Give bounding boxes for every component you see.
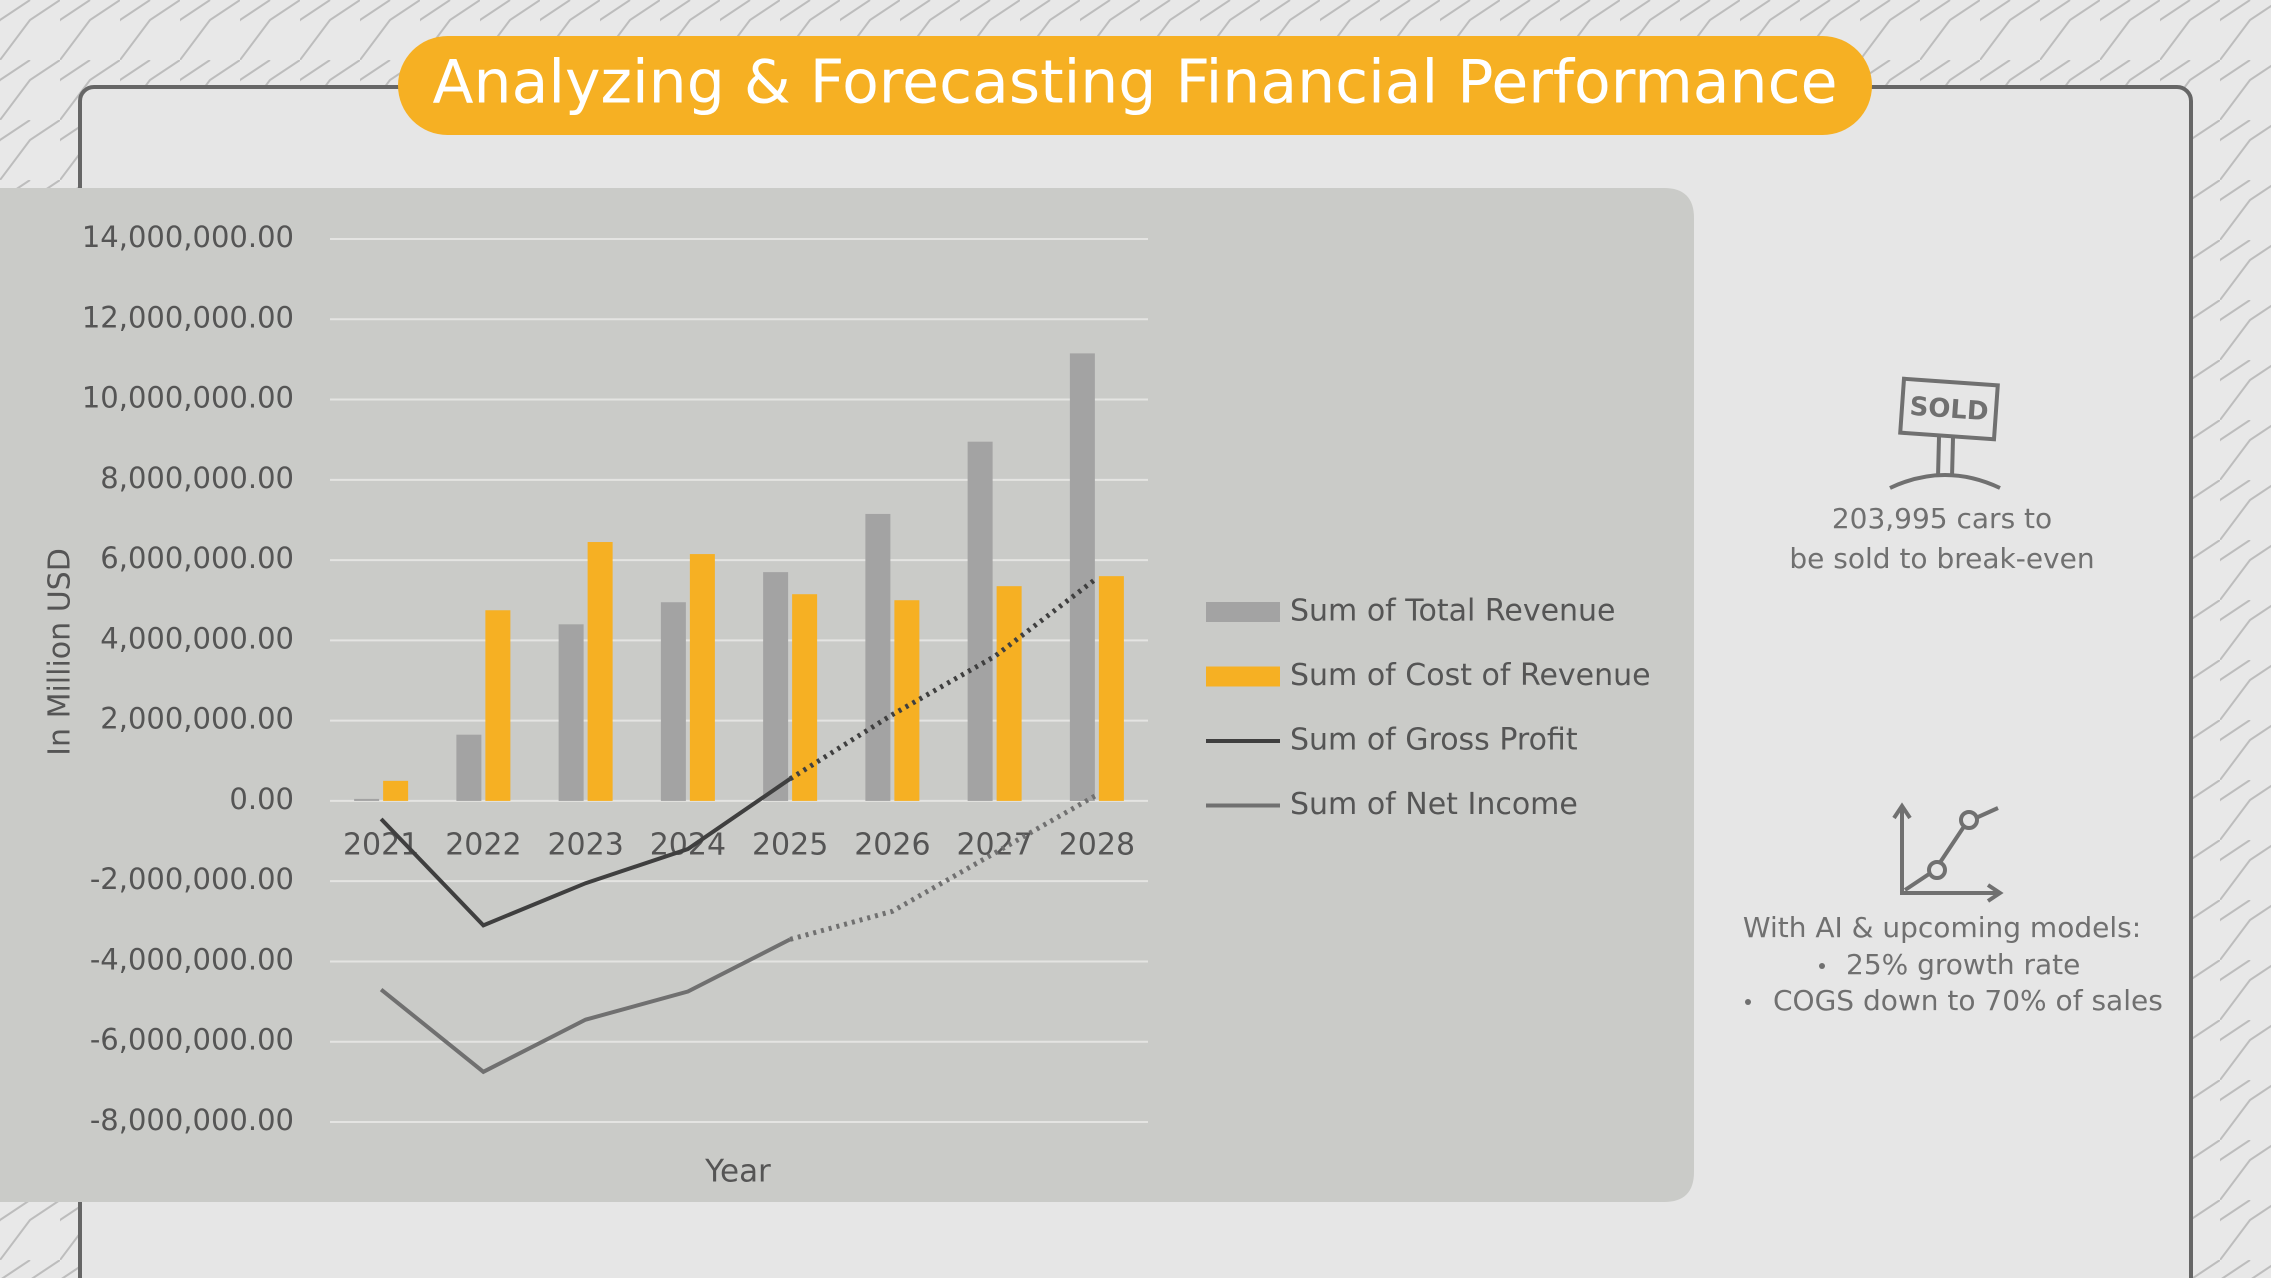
title: Analyzing & Forecasting Financial Perfor…: [433, 48, 1838, 118]
x-tick-label: 2028: [1059, 828, 1135, 863]
title-pill: [398, 36, 1872, 135]
y-tick-label: 0.00: [229, 782, 294, 816]
bullet: [1745, 999, 1751, 1005]
line: [379, 937, 792, 1075]
plot: -8,000,000.00 -6,000,000.00 -4,000,000.00 -…: [82, 220, 1651, 1137]
ai-heading: With AI & upcoming models:: [1743, 911, 2141, 944]
y-tick-label: -2,000,000.00: [90, 862, 294, 896]
break-even-line: be sold to break-even: [1789, 542, 2094, 575]
chart-panel: [0, 188, 1694, 1202]
bar: [354, 798, 380, 801]
bar: [894, 600, 920, 801]
bar: [763, 572, 789, 801]
bar: [865, 513, 891, 801]
legend-label: Sum of Cost of Revenue: [1290, 658, 1651, 693]
growth-icon: [1892, 802, 2004, 903]
x-tick-label: 2022: [445, 828, 521, 863]
bar: [383, 780, 409, 801]
y-tick-label: 2,000,000.00: [100, 702, 294, 736]
y-tick-label: 6,000,000.00: [100, 541, 294, 575]
bar: [456, 734, 482, 801]
bar: [660, 602, 686, 801]
x-axis-title: Year: [704, 1154, 771, 1190]
x-tick-label: 2023: [547, 828, 623, 863]
y-tick-label: 10,000,000.00: [82, 381, 294, 415]
bar: [587, 542, 613, 801]
y-tick-label: 8,000,000.00: [100, 461, 294, 495]
break-even-line: 203,995 cars to: [1832, 502, 2052, 535]
ai-bullet: 25% growth rate: [1846, 948, 2080, 981]
legend-label: Sum of Total Revenue: [1290, 594, 1616, 629]
y-axis-title: In Million USD: [43, 548, 78, 756]
bar: [485, 610, 511, 801]
y-tick-label: 4,000,000.00: [100, 621, 294, 655]
sold-icon: [1889, 376, 2001, 490]
legend-label: Sum of Net Income: [1290, 787, 1578, 822]
bar: [689, 554, 715, 801]
line: [379, 777, 792, 928]
bar: [1069, 353, 1095, 801]
y-tick-label: 14,000,000.00: [82, 220, 294, 254]
x-tick-label: 2025: [752, 828, 828, 863]
bar: [1098, 576, 1124, 801]
y-tick-label: 12,000,000.00: [82, 300, 294, 334]
ai-bullet: COGS down to 70% of sales: [1773, 984, 2163, 1017]
y-tick-label: -8,000,000.00: [90, 1103, 294, 1137]
x-tick-label: 2026: [854, 828, 930, 863]
legend-swatch: [1206, 602, 1280, 622]
legend-swatch: [1206, 666, 1280, 687]
y-tick-label: -4,000,000.00: [90, 942, 294, 976]
sign-text: SOLD: [1909, 392, 1990, 427]
bar: [967, 441, 993, 801]
bullet: [1819, 963, 1825, 969]
bar: [996, 586, 1022, 801]
legend-label: Sum of Gross Profit: [1290, 723, 1578, 758]
x-tick-label: 2027: [956, 828, 1032, 863]
y-tick-label: -6,000,000.00: [90, 1023, 294, 1057]
bar: [558, 624, 584, 801]
line-forecast: [789, 792, 1099, 942]
